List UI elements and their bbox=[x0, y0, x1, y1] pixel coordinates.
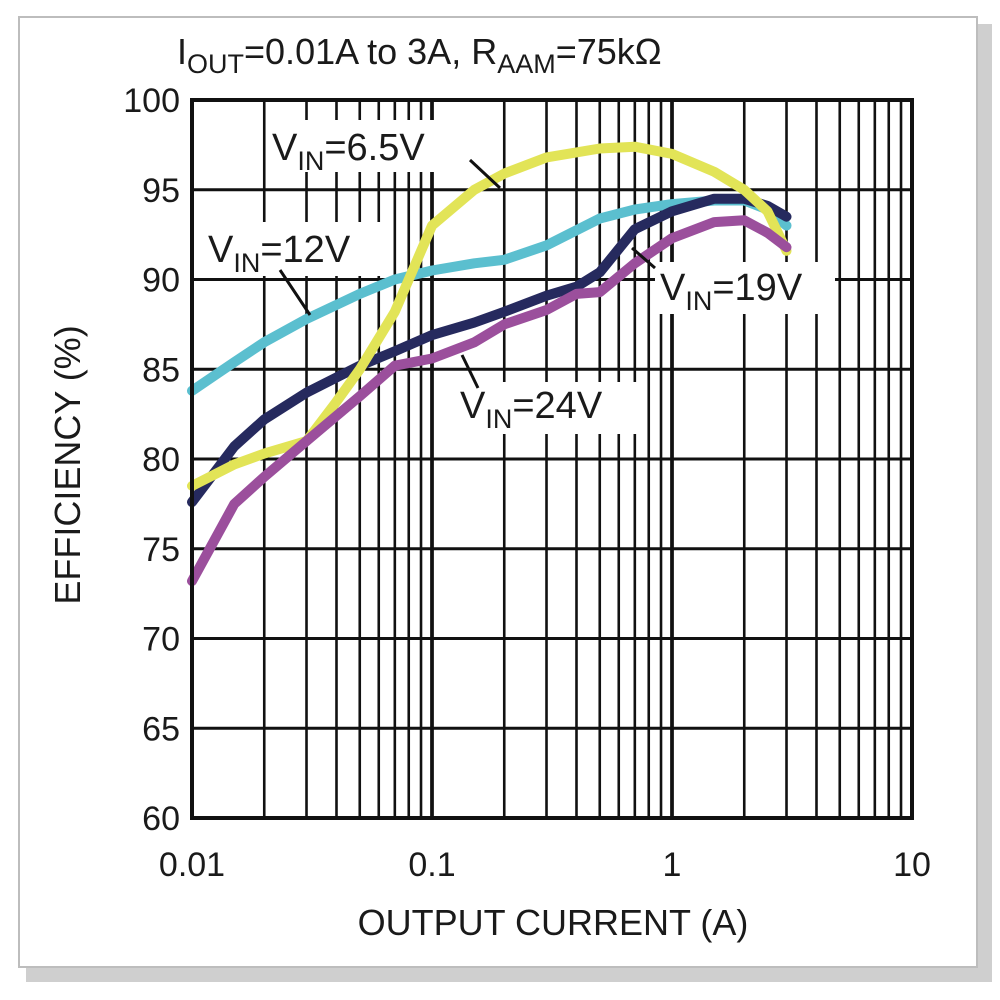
x-tick-label: 0.01 bbox=[159, 846, 225, 884]
x-tick-labels: 0.01 0.1 1 10 bbox=[159, 846, 931, 884]
svg-text:VIN=19V: VIN=19V bbox=[660, 267, 803, 316]
y-axis-title: EFFICIENCY (%) bbox=[47, 325, 88, 604]
y-tick-label: 60 bbox=[142, 800, 180, 838]
y-tick-label: 85 bbox=[142, 351, 180, 389]
series-lines bbox=[187, 141, 792, 587]
y-tick-label: 65 bbox=[142, 710, 180, 748]
x-tick-label: 1 bbox=[663, 846, 682, 884]
label-vin-12v: VIN=12V bbox=[204, 222, 390, 316]
y-tick-label: 75 bbox=[142, 531, 180, 569]
svg-text:VIN=12V: VIN=12V bbox=[208, 229, 351, 278]
series-labels: VIN=6.5V VIN=12V VIN=19V VIN=24V bbox=[204, 120, 835, 434]
svg-text:VIN=6.5V: VIN=6.5V bbox=[272, 127, 425, 176]
label-vin-6-5v: VIN=6.5V bbox=[268, 120, 502, 190]
label-vin-19v: VIN=19V bbox=[631, 246, 835, 316]
y-tick-label: 100 bbox=[123, 82, 180, 120]
y-tick-label: 70 bbox=[142, 621, 180, 659]
y-tick-label: 95 bbox=[142, 172, 180, 210]
label-vin-24v: VIN=24V bbox=[456, 354, 642, 434]
x-tick-label: 0.1 bbox=[408, 846, 455, 884]
y-tick-label: 80 bbox=[142, 441, 180, 479]
x-tick-label: 10 bbox=[893, 846, 931, 884]
y-tick-label: 90 bbox=[142, 262, 180, 300]
series-line-vin19 bbox=[187, 193, 792, 508]
series-line-vin24 bbox=[187, 215, 792, 587]
y-tick-labels: 100 95 90 85 80 75 70 65 60 bbox=[123, 82, 180, 838]
x-axis-title: OUTPUT CURRENT (A) bbox=[358, 902, 749, 943]
chart-title: IOUT=0.01A to 3A, RAAM=75kΩ bbox=[177, 31, 662, 79]
plot-border bbox=[190, 98, 914, 820]
svg-text:VIN=24V: VIN=24V bbox=[460, 385, 603, 434]
grid bbox=[190, 98, 914, 820]
